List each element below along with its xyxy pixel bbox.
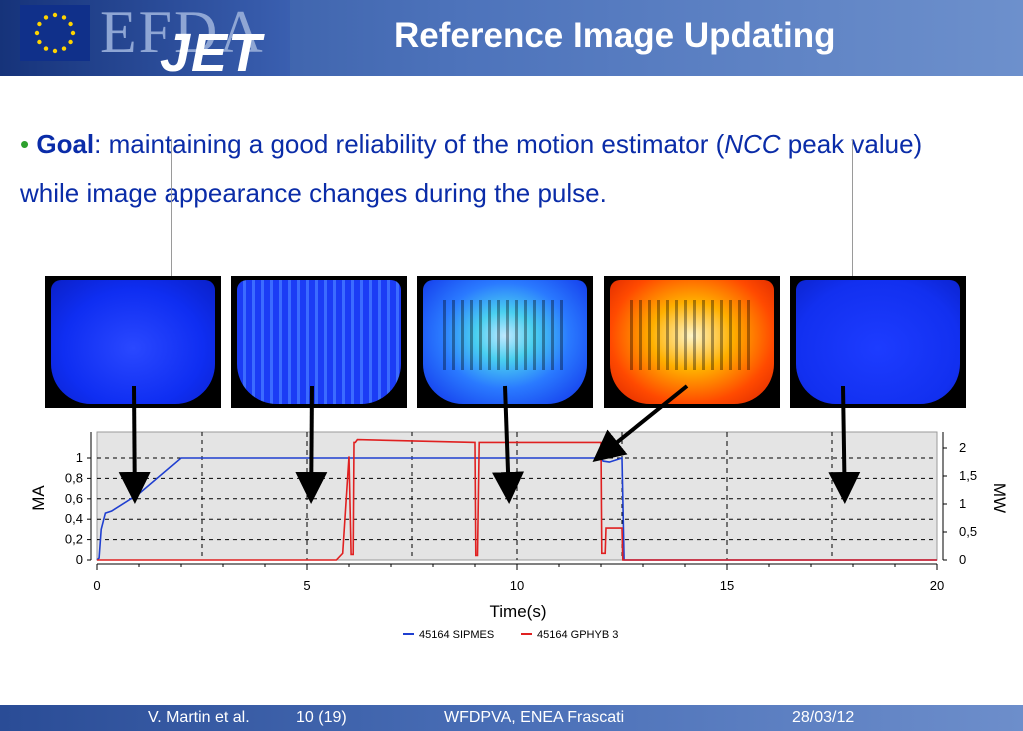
goal-text-2: peak value) while image appearance chang… — [20, 129, 923, 208]
x-tick-label: 5 — [303, 578, 310, 593]
logo-efda-text: EFDA — [100, 0, 265, 65]
eu-star-icon — [70, 30, 76, 36]
eu-star-icon — [52, 12, 58, 18]
series-line-2 — [97, 438, 937, 561]
header-bar: EFDA JET Reference Image Updating — [0, 0, 1023, 83]
goal-paragraph: • Goal: maintaining a good reliability o… — [20, 120, 980, 218]
y-tick-label: 0,2 — [65, 532, 83, 547]
footer-page: 10 (19) — [296, 709, 347, 726]
chart-legend: 45164 SIPMES 45164 GPHYB 3 — [403, 629, 618, 641]
guide-line-left — [171, 140, 172, 276]
annotation-arrow — [828, 385, 861, 504]
legend-series-2: 45164 GPHYB 3 — [537, 629, 618, 641]
efda-jet-logo: EFDA JET — [0, 0, 290, 83]
annotation-arrow — [592, 384, 689, 463]
thumbnail-frame-4 — [604, 276, 780, 408]
goal-text-ncc: NCC — [724, 129, 781, 159]
slide-title: Reference Image Updating — [394, 16, 836, 55]
x-tick-label: 0 — [93, 578, 100, 593]
footer-bar: V. Martin et al. 10 (19) WFDPVA, ENEA Fr… — [0, 705, 1023, 731]
eu-star-icon — [34, 30, 40, 36]
annotation-arrow — [492, 385, 525, 504]
annotation-arrow — [295, 385, 328, 504]
legend-series-1: 45164 SIPMES — [419, 629, 494, 641]
y2-tick-label: 0,5 — [959, 524, 977, 539]
footer-author: V. Martin et al. — [148, 709, 250, 726]
annotation-arrow — [118, 385, 151, 504]
x-tick-label: 20 — [930, 578, 944, 593]
x-tick-label: 15 — [720, 578, 734, 593]
y-tick-label: 0,6 — [65, 491, 83, 506]
eu-star-icon — [37, 21, 42, 27]
eu-star-icon — [43, 15, 49, 20]
eu-star-icon — [37, 39, 42, 45]
eu-star-icon — [61, 15, 67, 20]
thumbnail-frame-3 — [417, 276, 593, 408]
x-axis-label: Time(s) — [490, 602, 547, 621]
y-tick-label: 0,4 — [65, 511, 83, 526]
logo-jet-text: JET — [160, 23, 263, 83]
thumbnail-frame-5 — [790, 276, 966, 408]
y-tick-label: 0,8 — [65, 470, 83, 485]
eu-flag-icon — [20, 5, 90, 61]
y2-tick-label: 2 — [959, 440, 966, 455]
eu-star-icon — [43, 46, 49, 51]
y2-axis-label: MW — [990, 483, 1009, 513]
eu-star-icon — [68, 39, 73, 45]
y2-tick-label: 1,5 — [959, 468, 977, 483]
footer-date: 28/03/12 — [792, 709, 855, 726]
y-axis-label: MA — [29, 485, 48, 511]
footer-event: WFDPVA, ENEA Frascati — [444, 709, 625, 726]
eu-star-icon — [52, 48, 58, 54]
thumbnail-frame-1 — [45, 276, 221, 408]
eu-star-icon — [68, 21, 73, 27]
thumbnail-frame-2 — [231, 276, 407, 408]
goal-label: Goal — [36, 129, 95, 159]
guide-line-right — [852, 140, 853, 276]
x-tick-label: 10 — [510, 578, 524, 593]
bullet-icon: • — [20, 129, 30, 159]
goal-text-1: : maintaining a good reliability of the … — [94, 129, 725, 159]
y2-tick-label: 0 — [959, 552, 966, 567]
y2-tick-label: 1 — [959, 496, 966, 511]
eu-star-icon — [61, 46, 67, 51]
y-tick-label: 0 — [76, 552, 83, 567]
y-tick-label: 1 — [76, 450, 83, 465]
